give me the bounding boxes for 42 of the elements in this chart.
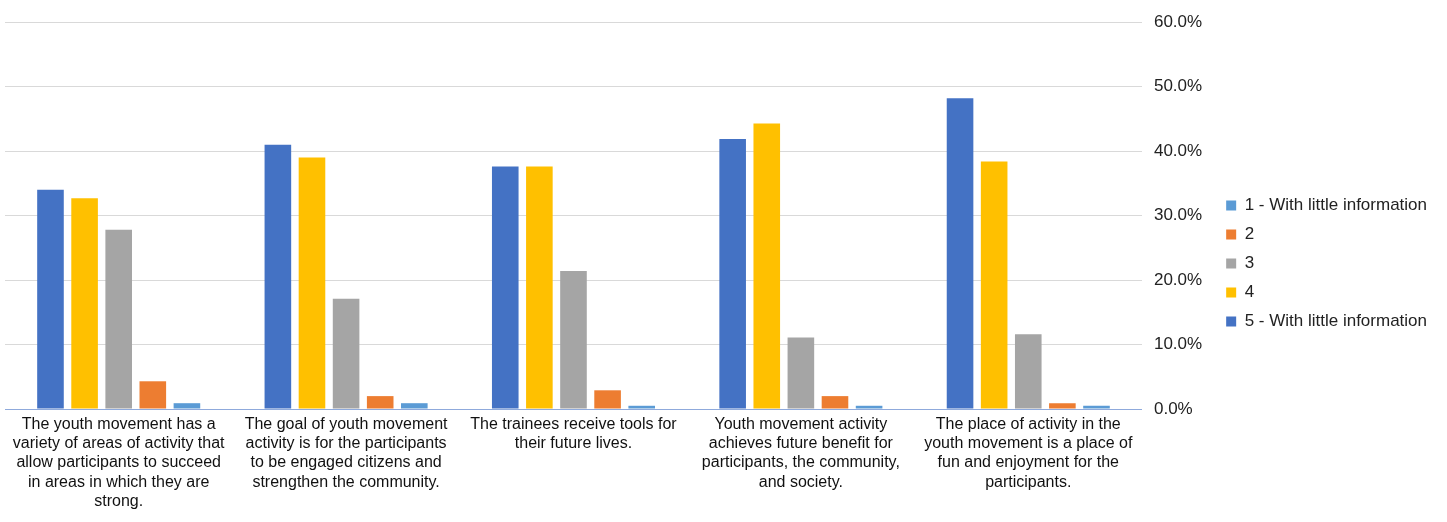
bar [946,98,974,409]
y-tick-label: 30.0% [1153,205,1203,225]
x-tick-label: Youth movement activity achieves future benefit for participants, the community, and society. [701,415,900,490]
bar [821,396,849,409]
legend-label: 3 [1244,253,1255,273]
legend-label: 1 - With little information [1244,195,1428,215]
x-tick-label: The place of activity in the youth movement is a place of fun and enjoyment for the participants. [924,415,1133,490]
bar [71,198,98,409]
bar [560,271,587,409]
bar [787,337,815,409]
bar [753,123,781,409]
bar [491,166,519,409]
bar [105,229,132,409]
bar [401,403,428,409]
legend-label: 2 [1244,224,1255,244]
bar [332,298,360,409]
y-tick-label: 60.0% [1153,11,1203,31]
legend-label: 4 [1244,282,1255,302]
bar [37,189,64,409]
x-tick-label: The goal of youth movement activity is for the participants to be engaged citizens and strengthen the community. [244,415,449,490]
y-tick-label: 20.0% [1153,269,1203,289]
bar [1014,334,1042,409]
y-tick-label: 50.0% [1153,76,1203,96]
bar [366,396,394,409]
bar [298,157,326,409]
bar [980,161,1008,409]
y-tick-label: 10.0% [1153,334,1203,354]
y-tick-label: 0.0% [1153,398,1193,418]
x-tick-label: The trainees receive tools for their future lives. [470,415,678,452]
y-tick-label: 40.0% [1153,140,1203,160]
legend-label: 5 - With little information [1244,311,1428,331]
bar [139,381,167,409]
bar [1049,403,1076,409]
bar [1083,405,1110,409]
bar [264,144,292,409]
bar [526,166,553,409]
bar [719,138,746,409]
x-tick-label: The youth movement has a variety of areas of activity that allow participants to succeed in areas in which they are strong. [12,415,226,509]
bar [628,405,655,409]
bar [855,405,883,409]
bar [173,403,201,409]
bar [594,390,621,409]
